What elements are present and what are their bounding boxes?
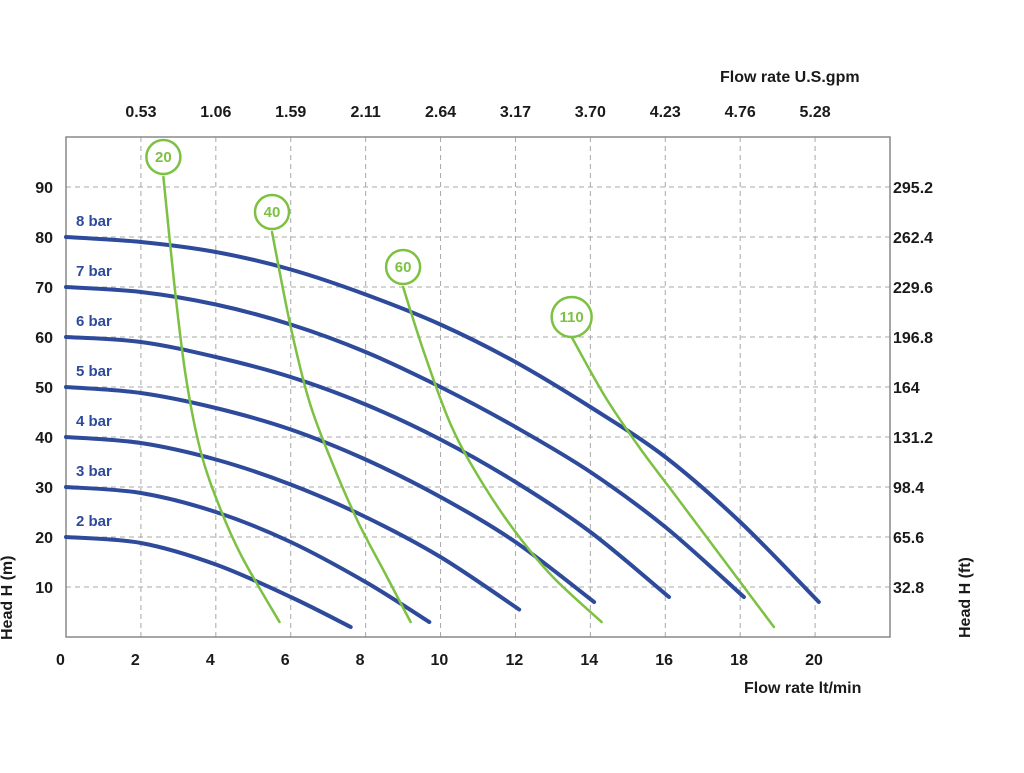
speed-curve-marker	[384, 248, 422, 286]
y-tick-label: 90	[35, 180, 53, 197]
x2-tick-label: 1.06	[200, 104, 231, 121]
y2-tick-label: 164	[893, 380, 920, 397]
speed-curve-marker	[145, 138, 182, 176]
pressure-curve-label: 7 bar	[76, 263, 112, 280]
y2-tick-label: 262.4	[893, 230, 933, 247]
top-axis-title: Flow rate U.S.gpm	[720, 69, 860, 86]
speed-curve-marker	[253, 193, 291, 231]
pressure-curve	[64, 235, 821, 604]
y-tick-label: 10	[35, 580, 53, 597]
speed-curve	[270, 230, 412, 624]
speed-curve	[570, 335, 776, 629]
bottom-axis-title: Flow rate lt/min	[744, 680, 861, 697]
y2-tick-label: 98.4	[893, 480, 924, 497]
pressure-curve	[64, 535, 353, 629]
speed-curves: 20 40 60 110	[145, 138, 776, 629]
x-tick-label: 6	[281, 652, 290, 669]
x2-tick-label: 4.76	[725, 104, 756, 121]
plot-frame	[65, 136, 891, 638]
x2-tick-label: 4.23	[650, 104, 681, 121]
pressure-curve-label: 2 bar	[76, 513, 112, 530]
x-tick-label: 18	[730, 652, 748, 669]
speed-curve-label: 20	[155, 149, 172, 166]
speed-curve-marker	[550, 295, 593, 339]
y2-tick-label: 295.2	[893, 180, 933, 197]
y-tick-label: 80	[35, 230, 53, 247]
y2-tick-label: 196.8	[893, 330, 933, 347]
x-tick-label: 10	[431, 652, 449, 669]
pressure-curve-label: 8 bar	[76, 213, 112, 230]
grid-layer	[66, 137, 890, 637]
pressure-curves: 2 bar 3 bar 4 bar 5 bar 6 bar 7 bar 8 bar	[64, 213, 821, 629]
pressure-curve	[64, 435, 522, 612]
x-tick-label: 12	[505, 652, 523, 669]
x2-tick-label: 5.28	[800, 104, 831, 121]
pressure-curve-label: 6 bar	[76, 313, 112, 330]
x2-tick-label: 1.59	[275, 104, 306, 121]
speed-curve-label: 110	[560, 309, 584, 326]
x2-tick-label: 2.11	[351, 104, 381, 121]
pressure-curve	[64, 285, 746, 599]
pressure-curve	[64, 335, 671, 599]
pressure-curve-label: 4 bar	[76, 413, 112, 430]
x2-tick-label: 3.70	[575, 104, 606, 121]
y2-tick-label: 65.6	[893, 530, 924, 547]
y2-tick-label: 229.6	[893, 280, 933, 297]
x-tick-label: 14	[580, 652, 598, 669]
y-tick-label: 50	[35, 380, 53, 397]
speed-curve-label: 40	[264, 204, 281, 221]
y-tick-label: 40	[35, 430, 53, 447]
y2-tick-label: 131.2	[893, 430, 933, 447]
axis-labels: 0 2 4 6 8 10 12 14 16 18 20 0.53 1.06 1.59 2.11 2.64 3.1…	[35, 104, 933, 669]
pressure-curve	[64, 385, 597, 604]
speed-curve-label: 60	[395, 259, 412, 276]
y-tick-label: 70	[35, 280, 53, 297]
x-tick-label: 4	[206, 652, 215, 669]
speed-curve	[162, 175, 281, 624]
speed-curve	[401, 285, 603, 624]
x-tick-label: 2	[131, 652, 140, 669]
y-tick-label: 20	[35, 530, 53, 547]
x-tick-label: 20	[805, 652, 823, 669]
pressure-curve-label: 5 bar	[76, 363, 112, 380]
x-tick-label: 8	[356, 652, 365, 669]
right-axis-title: Head H (ft)	[957, 557, 974, 638]
x2-tick-label: 0.53	[125, 104, 156, 121]
x2-tick-label: 3.17	[500, 104, 531, 121]
y-tick-label: 30	[35, 480, 53, 497]
y-tick-label: 60	[35, 330, 53, 347]
pressure-curve-label: 3 bar	[76, 463, 112, 480]
y2-tick-label: 32.8	[893, 580, 924, 597]
x-tick-label: 16	[655, 652, 673, 669]
x2-tick-label: 2.64	[425, 104, 456, 121]
pressure-curve	[64, 485, 432, 624]
left-axis-title: Head H (m)	[0, 556, 16, 640]
x-tick-label: 0	[56, 652, 65, 669]
